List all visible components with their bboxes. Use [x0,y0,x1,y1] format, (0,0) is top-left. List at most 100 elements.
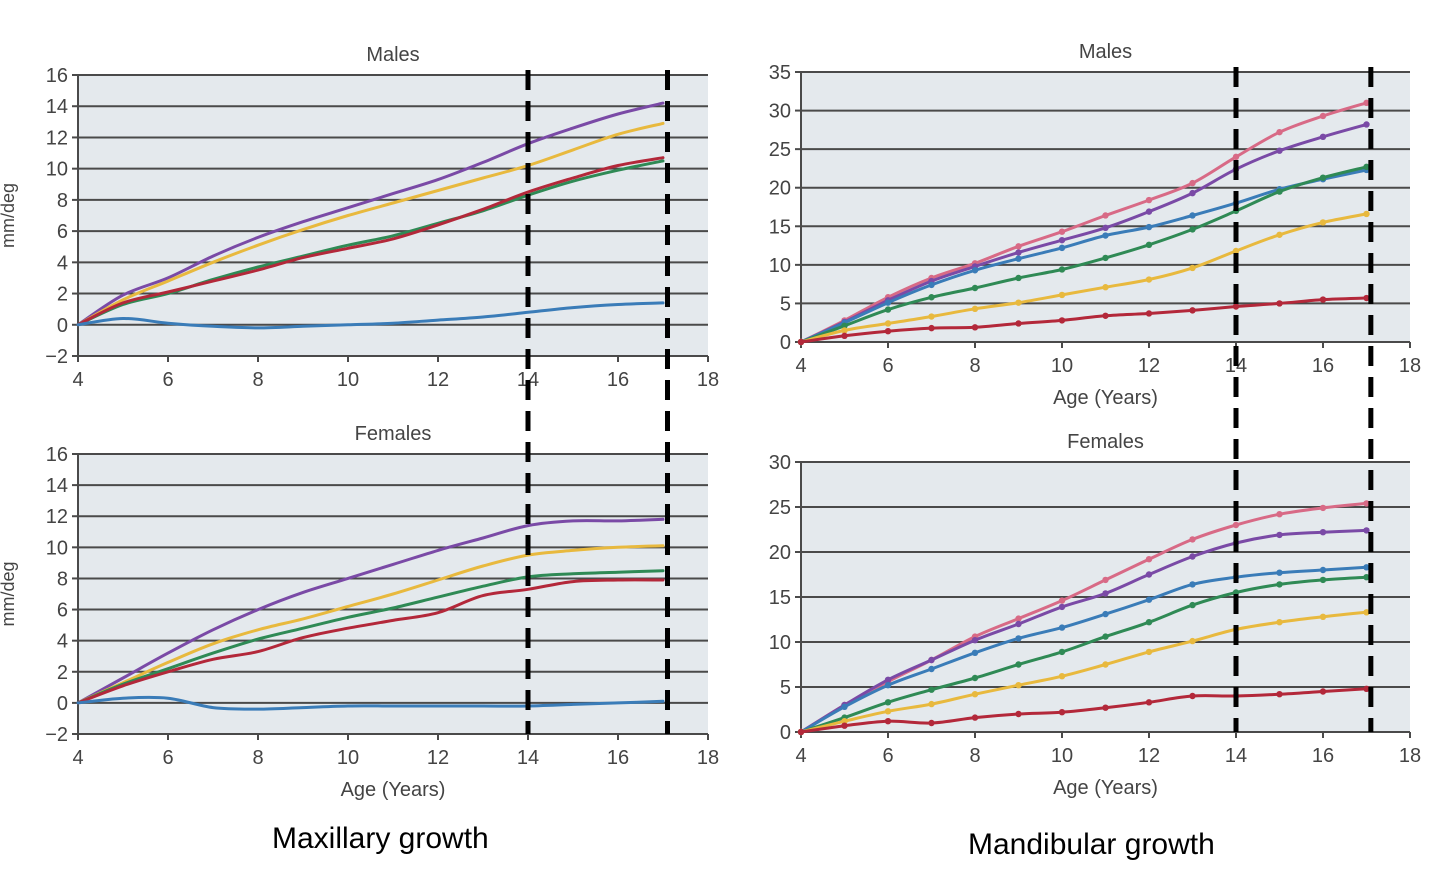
series-line-blue [76,301,665,330]
x-axis-label: Age (Years) [341,779,446,801]
series-line-purple [76,517,665,705]
data-point-red [1276,691,1283,698]
chart-mand-females: 0 5 10 15 20 25 30 4 6 8 10 12 14 16 18 Females Age (Yea… [769,431,1421,799]
x-tick-label: 8 [969,745,980,767]
data-point-red [1145,699,1153,706]
data-point-red [1058,317,1066,324]
series-line-purple [76,101,665,327]
data-point-red [1102,704,1109,711]
data-point-green [884,306,892,313]
data-point-red [971,714,979,721]
data-point-yellow [1276,619,1283,626]
mandibular-growth-caption: Mandibular growth [968,828,1215,861]
chart-title: Females [355,423,432,445]
data-point-blue [928,281,935,289]
series-line-red [799,296,1368,344]
data-point-yellow [1189,264,1196,272]
x-tick-label: 8 [252,747,263,769]
data-point-green [1015,661,1022,668]
data-point-purple [1319,133,1327,140]
data-point-green [1145,619,1153,626]
data-point-purple [1189,189,1196,197]
data-point-red [884,328,892,335]
data-point-blue [1102,232,1109,239]
data-point-yellow [1015,682,1022,689]
data-point-yellow [841,718,848,725]
x-tick-label: 12 [427,369,449,391]
data-point-blue [1189,212,1196,219]
data-point-red [1319,296,1327,303]
data-point-red [1015,320,1022,327]
y-tick-label: 0 [57,315,68,337]
data-point-purple [1276,147,1283,154]
data-point-blue [1102,610,1109,618]
y-tick-label: 0 [57,693,68,715]
series-line-green [799,165,1368,344]
series-line-pink [799,501,1368,734]
data-point-purple [1145,208,1153,215]
data-point-green [1319,576,1327,584]
data-point-blue [1058,244,1066,252]
data-point-red [884,718,892,725]
x-tick-label: 10 [1051,355,1073,377]
y-tick-label: 5 [780,677,791,699]
data-point-purple [884,676,892,683]
x-tick-label: 8 [252,369,263,391]
data-point-green [1058,648,1066,656]
x-tick-label: 10 [337,369,359,391]
data-point-pink [1145,196,1153,204]
series-line-purple [799,528,1368,734]
y-tick-label: 0 [780,722,791,744]
data-point-pink [1102,212,1109,219]
chart-title: Males [366,44,419,66]
data-point-purple [1363,121,1370,128]
y-axis-label: mm/deg [0,183,18,248]
chart-title: Males [1079,41,1132,63]
series-line-green [76,569,665,705]
series-line-red [799,687,1368,734]
x-tick-label: 10 [337,747,359,769]
y-tick-label: 30 [769,452,791,474]
data-point-yellow [1015,299,1022,306]
data-point-pink [1319,112,1327,120]
y-tick-label: 6 [57,600,68,622]
data-point-pink [1189,179,1196,187]
x-axis-label: Age (Years) [1053,387,1158,409]
y-tick-label: 2 [57,662,68,684]
data-point-pink [1015,615,1022,622]
data-point-yellow [971,691,979,698]
data-point-pink [1319,504,1327,512]
x-tick-label: 10 [1051,745,1073,767]
data-point-green [1276,188,1283,195]
series-line-red [76,156,665,327]
x-tick-label: 4 [72,369,83,391]
y-tick-label: 10 [769,255,791,277]
data-point-red [1145,310,1153,317]
plot-background [78,75,708,356]
data-point-purple [1015,249,1022,256]
y-tick-label: 4 [57,252,68,274]
data-point-red [928,719,935,727]
y-tick-label: 15 [769,216,791,238]
x-tick-label: 12 [1138,355,1160,377]
data-point-purple [1189,553,1196,560]
y-tick-label: 6 [57,221,68,243]
data-point-yellow [884,320,892,327]
data-point-yellow [1102,661,1109,668]
data-point-green [1319,174,1327,181]
data-point-green [1015,274,1022,282]
data-point-purple [1015,620,1022,628]
data-point-pink [1276,511,1283,518]
data-point-blue [841,703,848,710]
data-point-yellow [841,327,848,334]
y-tick-label: −2 [45,724,68,746]
y-tick-label: 0 [780,332,791,354]
y-tick-label: 25 [769,139,791,161]
data-point-yellow [1232,247,1240,255]
data-point-blue [1145,596,1153,603]
maxillary-growth-caption: Maxillary growth [272,822,489,855]
data-point-green [971,674,979,682]
data-point-pink [1102,576,1109,584]
x-tick-label: 4 [795,745,806,767]
y-tick-label: 10 [46,159,68,181]
